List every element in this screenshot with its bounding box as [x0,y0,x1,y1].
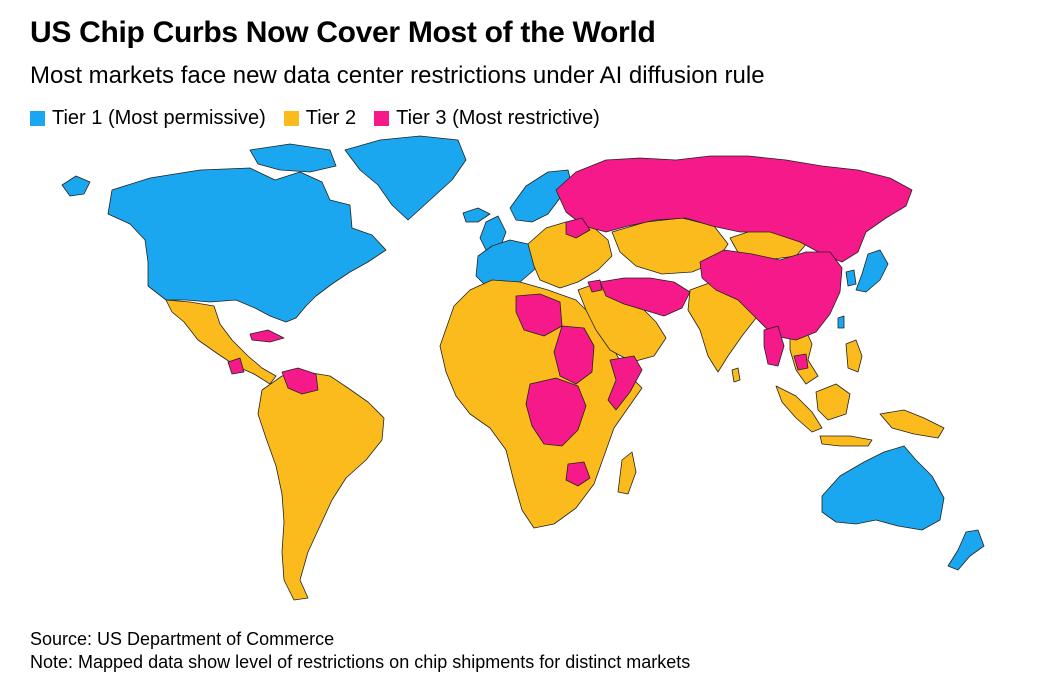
region-taiwan [837,315,845,329]
region-south-america [257,371,385,601]
chart-title: US Chip Curbs Now Cover Most of the Worl… [30,16,656,49]
region-south-korea [845,269,857,287]
region-central-africa [525,377,587,447]
region-alaska-west [61,175,91,197]
region-belarus [565,217,591,239]
region-cambodia [793,353,809,371]
legend-label-tier2: Tier 2 [305,106,357,129]
region-philippines [845,339,863,373]
region-indonesia-borneo [815,383,851,421]
region-new-zealand [947,529,985,571]
tier3-regions [227,155,913,487]
legend: Tier 1 (Most permissive) Tier 2 Tier 3 (… [30,104,618,132]
legend-swatch-tier1 [30,110,45,126]
region-indonesia-sumatra [775,385,823,433]
footer: Source: US Department of Commerce Note: … [30,628,690,674]
world-map [61,135,985,601]
region-australia [821,445,945,531]
region-arctic-islands [249,143,337,173]
legend-swatch-tier2 [283,110,299,126]
region-nicaragua [227,357,245,375]
region-libya [515,293,563,337]
region-sri-lanka [731,367,741,383]
region-somalia [607,355,643,411]
legend-label-tier3: Tier 3 (Most restrictive) [396,106,600,129]
region-russia [555,155,913,263]
footnote: Note: Mapped data show level of restrict… [30,652,691,672]
source-note: Source: US Department of Commerce [30,629,335,649]
region-syria [587,279,603,293]
region-mexico-central-america [165,299,277,385]
legend-item-tier3: Tier 3 (Most restrictive) [374,107,600,130]
region-greenland [344,135,467,221]
region-papua [879,409,945,439]
region-north-america [107,167,387,323]
region-iran-afghanistan [599,277,691,317]
region-china [699,249,843,341]
chart-subtitle: Most markets face new data center restri… [30,62,765,89]
region-indonesia-java [819,435,873,447]
region-myanmar [763,325,785,367]
legend-item-tier1: Tier 1 (Most permissive) [30,107,266,130]
region-eastern-europe [527,221,613,289]
region-venezuela [281,367,319,395]
region-iceland [462,207,491,223]
region-sudan [553,325,595,385]
region-zimbabwe [565,461,591,487]
tier1-regions [61,135,985,571]
legend-label-tier1: Tier 1 (Most permissive) [52,106,266,129]
legend-item-tier2: Tier 2 [283,106,357,130]
region-japan [855,249,889,293]
legend-swatch-tier3 [374,110,390,126]
region-madagascar [617,451,637,495]
region-cuba [249,329,285,343]
